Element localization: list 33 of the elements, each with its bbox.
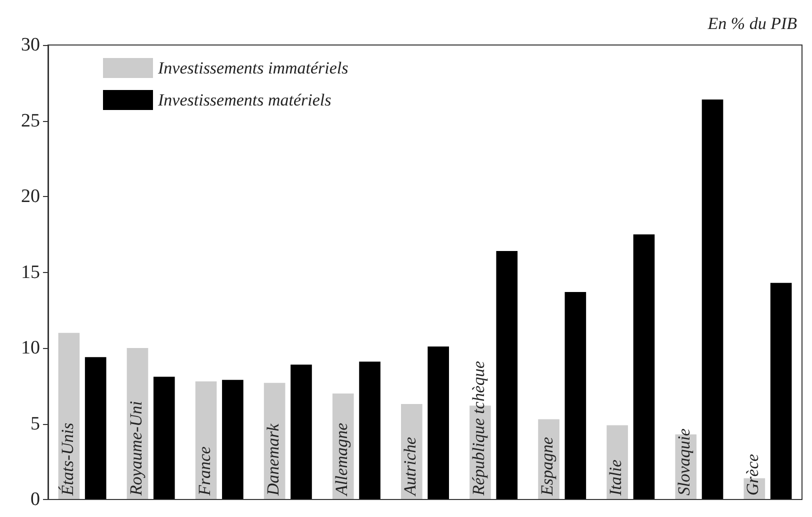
bar: [195, 381, 217, 500]
y-axis-title: En % du PIB: [706, 14, 798, 33]
x-tick-label: Espagne: [538, 436, 557, 496]
bar: [153, 376, 175, 500]
x-tick-label: Italie: [606, 459, 626, 496]
x-tick-label: République tchèque: [469, 360, 488, 496]
x-tick-label: Royaume-Uni: [126, 400, 146, 496]
x-tick-label: Slovaquie: [674, 428, 694, 496]
bar: [359, 362, 380, 500]
x-tick-label: États-Unis: [58, 422, 77, 496]
bar: [702, 100, 724, 500]
bar: [290, 364, 312, 500]
y-tick-label: 30: [21, 34, 40, 56]
bar: [633, 234, 655, 500]
x-tick-label: Allemagne: [332, 422, 351, 496]
y-tick-label: 20: [21, 186, 40, 207]
x-tick-label: Grèce: [743, 454, 762, 496]
y-tick-label: 0: [30, 489, 40, 510]
x-tick-label: Danemark: [263, 423, 282, 496]
bar: [770, 282, 792, 500]
bar: [564, 292, 586, 500]
bar: [222, 380, 244, 500]
x-tick-label: France: [194, 446, 214, 496]
bar: [428, 346, 449, 500]
bar: [496, 251, 518, 500]
legend-label: Investissements matériels: [157, 90, 332, 110]
y-tick-label: 5: [30, 413, 40, 434]
legend-label: Investissements immatériels: [157, 58, 349, 78]
y-tick-label: 10: [21, 338, 40, 358]
x-tick-label: Autriche: [400, 436, 420, 496]
y-tick-label: 25: [21, 110, 40, 132]
bar: [84, 357, 106, 500]
y-tick-label: 15: [21, 262, 40, 283]
